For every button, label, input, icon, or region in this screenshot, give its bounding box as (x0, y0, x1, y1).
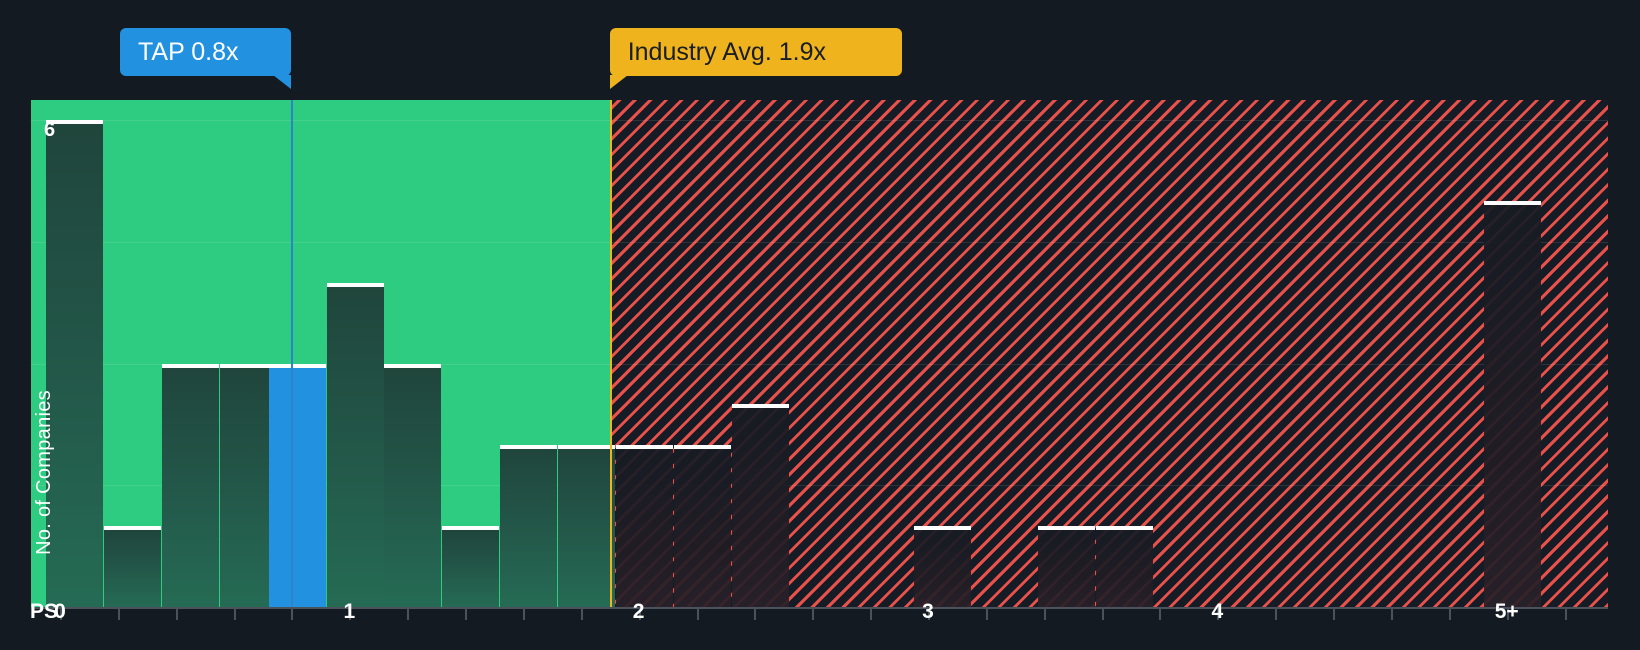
x-axis-tick (233, 609, 236, 620)
bar-fill (442, 529, 500, 607)
bar-cap (1484, 201, 1541, 206)
x-axis-tick (59, 609, 62, 620)
bar-fill (219, 367, 277, 607)
bar[interactable] (1484, 201, 1541, 607)
x-axis-tick (638, 609, 641, 620)
bar[interactable] (558, 444, 616, 607)
bar-fill (45, 124, 103, 607)
x-axis-tick (175, 609, 178, 620)
bar-fill (326, 286, 384, 607)
industry-callout[interactable]: Industry Avg. 1.9x (609, 28, 902, 89)
x-axis-tick (1159, 609, 1162, 620)
x-axis-tick (1043, 609, 1046, 620)
bar[interactable] (161, 363, 219, 607)
bar-cap (45, 120, 103, 125)
company-callout-label: TAP 0.8x (138, 38, 239, 66)
bar[interactable] (219, 363, 277, 607)
bar-cap (673, 444, 731, 449)
bar-cap (558, 444, 616, 449)
bar[interactable] (1038, 525, 1096, 607)
x-axis-tick (407, 609, 410, 620)
band-overvalued (609, 100, 1608, 607)
bar[interactable] (673, 444, 731, 607)
bar[interactable] (268, 363, 326, 607)
x-axis-tick-label: 2 (632, 600, 645, 623)
y-axis-title: No. of Companies (33, 390, 55, 555)
x-axis-tick (1217, 609, 1220, 620)
bar[interactable] (615, 444, 673, 607)
x-axis-tick (465, 609, 468, 620)
bar-fill (161, 367, 219, 607)
x-axis-line (31, 607, 1608, 609)
bar-cap (219, 363, 277, 368)
bar-fill (1038, 529, 1096, 607)
bar-cap (161, 363, 219, 368)
x-axis-tick (1333, 609, 1336, 620)
x-axis-tick-label: 1 (343, 600, 356, 623)
bar-fill (1096, 529, 1154, 607)
bar-cap (442, 525, 500, 530)
x-axis-tick-label: 5+ (1494, 600, 1519, 623)
plot-area (31, 100, 1608, 607)
bar-fill (268, 367, 326, 607)
x-axis-tick-label: 0 (54, 600, 66, 623)
bar-fill (384, 367, 442, 607)
x-axis-tick (696, 609, 699, 620)
bar-fill (1484, 205, 1541, 607)
bar-cap (326, 282, 384, 287)
company-callout[interactable]: TAP 0.8x (120, 28, 292, 89)
bar-fill (500, 448, 558, 607)
bar-cap (615, 444, 673, 449)
bar[interactable] (731, 404, 789, 607)
x-axis-tick (522, 609, 525, 620)
bar[interactable] (326, 282, 384, 607)
y-axis-tick-6: 6 (44, 119, 56, 141)
x-axis-tick (1448, 609, 1451, 620)
callout-tail (609, 75, 628, 89)
x-axis-tick-label: 4 (1211, 600, 1224, 623)
x-axis-tick (349, 609, 352, 620)
bar-cap (500, 444, 558, 449)
bar[interactable] (103, 525, 161, 607)
industry-callout-label: Industry Avg. 1.9x (627, 38, 826, 66)
industry-marker-line (609, 100, 612, 607)
bar[interactable] (913, 525, 971, 607)
x-axis-tick (1564, 609, 1567, 620)
x-axis-tick (291, 609, 294, 620)
company-marker-line (291, 100, 294, 607)
x-axis-title: PS (30, 600, 59, 623)
x-axis-tick (985, 609, 988, 620)
bar-fill (731, 408, 789, 607)
bar-fill (913, 529, 971, 607)
x-axis-tick (1390, 609, 1393, 620)
x-axis-tick-label: 3 (922, 600, 934, 623)
bar-fill (615, 448, 673, 607)
bar-fill (673, 448, 731, 607)
x-axis-tick (1275, 609, 1278, 620)
bar[interactable] (500, 444, 558, 607)
bar[interactable] (442, 525, 500, 607)
x-axis-tick (928, 609, 930, 620)
bar-cap (1038, 525, 1096, 530)
bar-fill (103, 529, 161, 607)
bar-cap (268, 363, 326, 368)
x-axis-tick (870, 609, 873, 620)
bar-cap (913, 525, 971, 530)
bar[interactable] (45, 120, 103, 607)
x-axis-tick (580, 609, 583, 620)
x-axis-tick (754, 609, 757, 620)
bar[interactable] (1096, 525, 1154, 607)
callout-tail (273, 75, 292, 89)
x-axis-tick (812, 609, 815, 620)
bar-cap (1096, 525, 1154, 530)
x-axis-tick (1101, 609, 1104, 620)
x-axis-tick (1506, 609, 1509, 620)
x-axis-tick (117, 609, 120, 620)
bar[interactable] (384, 363, 442, 607)
bar-fill (558, 448, 616, 607)
bar-cap (731, 404, 789, 409)
bar-cap (103, 525, 161, 530)
bar-cap (384, 363, 442, 368)
